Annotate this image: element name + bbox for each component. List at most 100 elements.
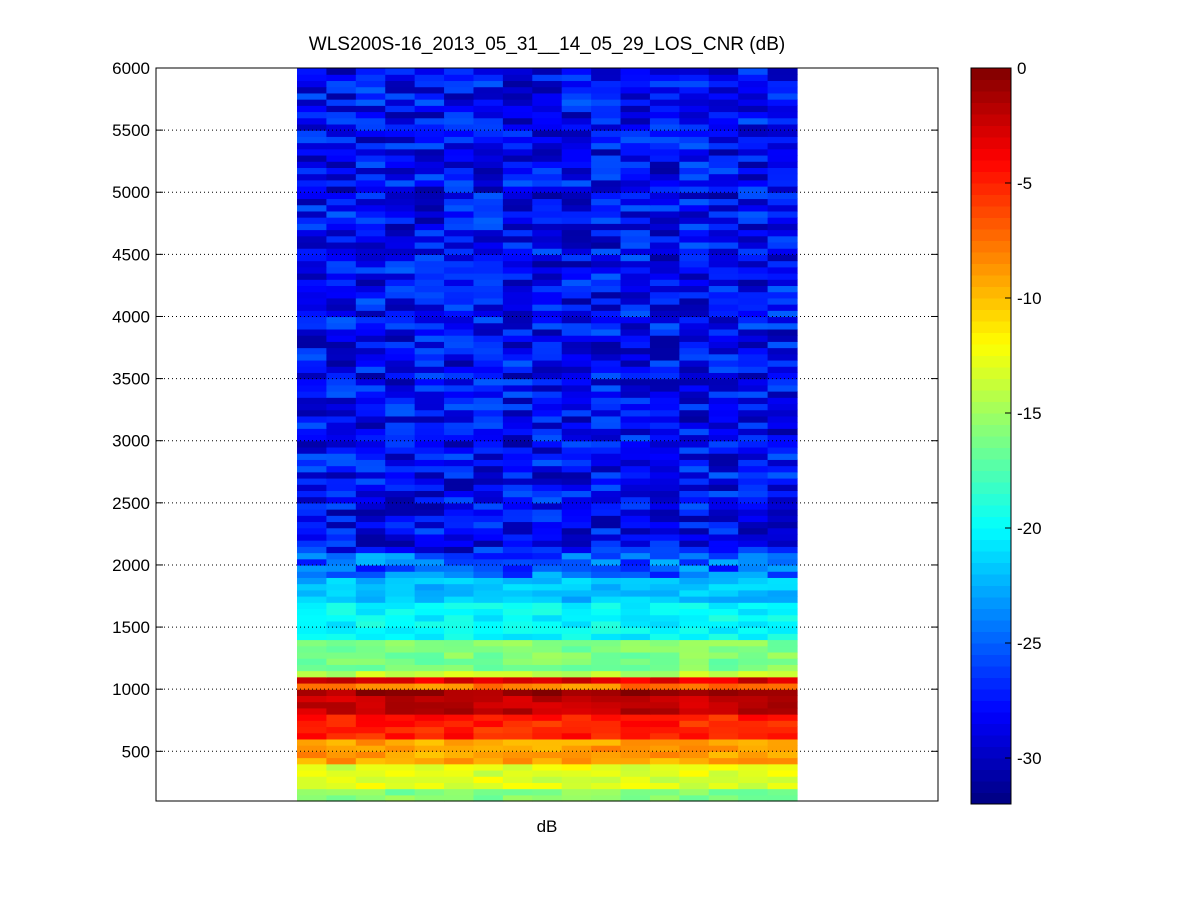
heatmap-cell [385,167,416,175]
heatmap-cell [326,123,357,131]
heatmap-cell [414,167,445,175]
heatmap-cell [473,372,504,380]
heatmap-cell [297,794,328,802]
heatmap-cell [738,658,769,665]
heatmap-cell [502,130,533,137]
heatmap-cell [708,608,739,616]
heatmap-cell [561,260,592,268]
heatmap-cell [502,359,533,367]
heatmap-cell [355,154,386,162]
heatmap-cell [414,297,445,305]
heatmap-cell [708,397,739,405]
heatmap-cell [326,161,357,168]
heatmap-cell [591,154,622,162]
heatmap-cell [414,372,445,380]
heatmap-cell [444,285,475,293]
heatmap-cell [297,397,328,405]
heatmap-cell [591,583,622,591]
heatmap-cell [561,782,592,790]
heatmap-cell [708,304,739,311]
heatmap-cell [708,117,739,125]
heatmap-cell [649,763,680,771]
heatmap-cell [620,99,651,106]
heatmap-cell [591,403,622,411]
heatmap-cell [385,477,416,485]
heatmap-cell [561,533,592,541]
heatmap-cell [414,328,445,336]
heatmap-cell [473,341,504,349]
heatmap-cell [326,229,357,237]
heatmap-cell [591,291,622,299]
heatmap-cell [649,92,680,100]
heatmap-cell [738,676,769,684]
colorbar-step [971,355,1011,368]
heatmap-cell [767,148,798,156]
heatmap-cell [326,415,357,423]
heatmap-cell [591,477,622,485]
y-tick-label: 2000 [112,556,150,575]
heatmap-cell [708,86,739,94]
heatmap-cell [326,428,357,436]
y-tick-label: 3000 [112,432,150,451]
heatmap-cell [355,726,386,734]
heatmap-cell [620,577,651,585]
heatmap-cell [649,682,680,690]
heatmap-cell [738,111,769,119]
heatmap-cell [355,223,386,231]
heatmap-cell [532,359,563,367]
heatmap-cell [591,74,622,82]
heatmap-cell [620,496,651,504]
heatmap-cell [738,192,769,200]
heatmap-cell [444,272,475,280]
heatmap-cell [326,241,357,249]
heatmap-cell [649,167,680,175]
heatmap-cell [738,682,769,690]
colorbar-step [971,459,1011,471]
colorbar-step [971,666,1011,678]
heatmap-cell [591,440,622,448]
heatmap-cell [326,154,357,162]
heatmap-cell [620,664,651,672]
heatmap-cell [591,608,622,616]
heatmap-cell [708,316,739,324]
heatmap-cell [473,509,504,516]
heatmap-cell [355,720,386,728]
heatmap-cell [738,272,769,280]
heatmap-cell [385,347,416,355]
heatmap-cell [385,763,416,771]
heatmap-cell [561,186,592,193]
heatmap-cell [444,173,475,181]
heatmap-cell [532,248,563,255]
heatmap-cell [708,322,739,330]
heatmap-cell [591,446,622,454]
heatmap-cell [444,291,475,299]
heatmap-cell [708,707,739,715]
heatmap-cell [414,471,445,479]
heatmap-cell [502,322,533,330]
colorbar-step [971,643,1011,655]
heatmap-cell [326,291,357,299]
heatmap-cell [767,521,798,529]
colorbar-step [971,493,1011,506]
heatmap-cell [649,353,680,361]
heatmap-cell [502,527,533,535]
heatmap-cell [385,745,416,752]
heatmap-cell [679,248,710,255]
colorbar-step [971,321,1011,333]
heatmap-cell [473,577,504,585]
heatmap-cell [326,397,357,405]
y-tick-label: 6000 [112,59,150,78]
y-tick-label: 1000 [112,680,150,699]
heatmap-cell [385,229,416,237]
heatmap-cell [767,353,798,361]
heatmap-cell [591,223,622,231]
heatmap-cell [414,776,445,783]
heatmap-cell [679,583,710,591]
heatmap-cell [385,391,416,398]
heatmap-cell [444,465,475,473]
heatmap-cell [355,279,386,287]
heatmap-cell [767,614,798,622]
heatmap-cell [767,111,798,119]
heatmap-cell [385,782,416,790]
heatmap-cell [738,602,769,610]
